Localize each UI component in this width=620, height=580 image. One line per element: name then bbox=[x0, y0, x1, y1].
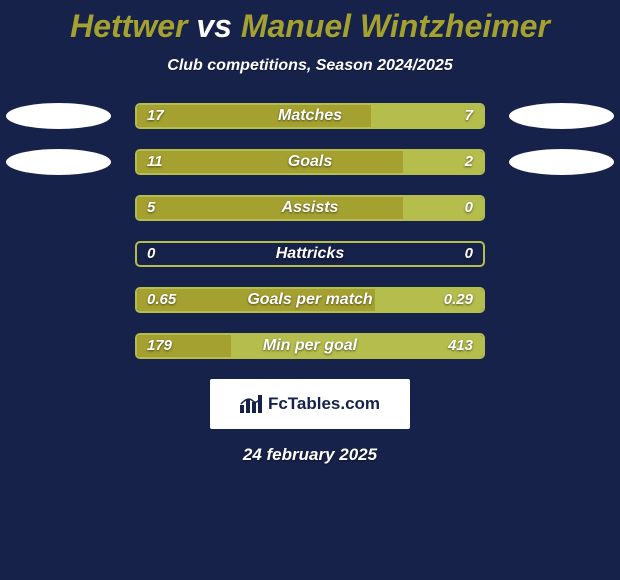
title-vs: vs bbox=[196, 8, 232, 44]
stat-value-right: 0.29 bbox=[432, 287, 485, 313]
bars-icon bbox=[240, 395, 262, 413]
subtitle: Club competitions, Season 2024/2025 bbox=[0, 57, 620, 75]
stat-value-right: 2 bbox=[453, 149, 485, 175]
stat-row: 50Assists bbox=[0, 195, 620, 221]
stat-value-left: 17 bbox=[135, 103, 176, 129]
stat-bar bbox=[135, 333, 485, 359]
source-badge: FcTables.com bbox=[210, 379, 410, 429]
stat-value-left: 0 bbox=[135, 241, 167, 267]
stat-row: 179413Min per goal bbox=[0, 333, 620, 359]
stat-value-left: 0.65 bbox=[135, 287, 188, 313]
page: Hettwer vs Manuel Wintzheimer Club compe… bbox=[0, 0, 620, 580]
stat-value-right: 7 bbox=[453, 103, 485, 129]
stat-bar bbox=[135, 103, 485, 129]
stat-value-left: 11 bbox=[135, 149, 175, 175]
date-label: 24 february 2025 bbox=[0, 445, 620, 465]
stat-value-right: 0 bbox=[453, 241, 485, 267]
player-avatar-right bbox=[509, 103, 614, 129]
stat-value-right: 0 bbox=[453, 195, 485, 221]
page-title: Hettwer vs Manuel Wintzheimer bbox=[0, 0, 620, 45]
stat-bar bbox=[135, 241, 485, 267]
stat-row: 00Hattricks bbox=[0, 241, 620, 267]
player-avatar-left bbox=[6, 103, 111, 129]
stat-value-right: 413 bbox=[436, 333, 485, 359]
stat-bar-left bbox=[137, 151, 407, 175]
stat-row: 0.650.29Goals per match bbox=[0, 287, 620, 313]
stat-value-left: 179 bbox=[135, 333, 184, 359]
comparison-chart: 177Matches112Goals50Assists00Hattricks0.… bbox=[0, 103, 620, 359]
stat-row: 177Matches bbox=[0, 103, 620, 129]
stat-row: 112Goals bbox=[0, 149, 620, 175]
stat-bar-left bbox=[137, 197, 407, 221]
player-avatar-right bbox=[509, 149, 614, 175]
source-badge-text: FcTables.com bbox=[268, 394, 380, 414]
title-right: Manuel Wintzheimer bbox=[241, 8, 550, 44]
player-avatar-left bbox=[6, 149, 111, 175]
stat-value-left: 5 bbox=[135, 195, 167, 221]
stat-bar bbox=[135, 195, 485, 221]
title-left: Hettwer bbox=[70, 8, 187, 44]
stat-bar bbox=[135, 149, 485, 175]
